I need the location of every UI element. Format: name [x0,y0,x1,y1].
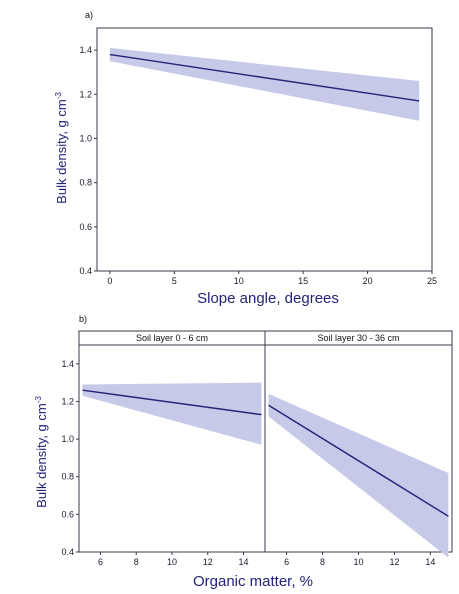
panel-b-y-axis-label-sup: -3 [34,396,43,404]
facet-30-36cm-x-tick-label: 8 [320,557,325,567]
facet-30-36cm-confidence-band [268,393,449,558]
facet-0-6cm-x-tick-label: 12 [203,557,213,567]
facet-0-6cm-x-tick-label: 8 [134,557,139,567]
panel-b-y-tick-label: 1.2 [61,396,74,406]
panel-a-y-tick-label: 0.6 [79,222,92,232]
panel-a-band-area [109,47,420,121]
facet-0-6cm-fit-line [82,389,262,416]
facet-0-6cm-regression-line [82,389,262,416]
panel-b: b) Soil layer 0 - 6 cm 6 8 10 12 14 Soil lay… [34,314,453,590]
panel-a-y-tick-label: 1.2 [79,89,92,99]
panel-a-plot-frame [96,27,433,272]
panel-a-y-tick-label: 1.4 [79,45,92,55]
panel-b-x-axis-label: Organic matter, % [193,573,313,590]
facet-30-36cm-band-area [268,393,449,558]
panel-a: a) 0 5 10 15 20 25 0.4 0.6 0.8 1.0 1.2 1.4 Slope a… [54,10,437,307]
panel-a-y-axis-label-main: Bulk density, g cm [54,99,69,204]
panel-b-facet-30-36cm: Soil layer 30 - 36 cm 6 8 10 12 14 [264,330,453,567]
facet-30-36cm-fit-line [268,404,449,517]
panel-b-y-tick-label: 1.0 [61,434,74,444]
facet-0-6cm-x-ticks: 6 8 10 12 14 [98,552,249,567]
panel-b-y-tick-label: 0.6 [61,509,74,519]
facet-30-36cm-x-tick-label: 14 [425,557,435,567]
panel-a-y-axis-label-sup: -3 [54,92,63,100]
panel-a-x-axis-label: Slope angle, degrees [197,290,339,307]
panel-b-tag: b) [79,314,87,324]
panel-a-x-tick-label: 5 [172,276,177,286]
panel-b-y-axis-label-main: Bulk density, g cm [34,403,49,508]
panel-a-y-tick-label: 0.8 [79,178,92,188]
facet-30-36cm-strip-label: Soil layer 30 - 36 cm [317,333,399,343]
panel-a-x-tick-label: 25 [427,276,437,286]
facet-0-6cm-x-tick-label: 14 [239,557,249,567]
facet-0-6cm-band-area [82,382,262,445]
panel-b-y-tick-label: 1.4 [61,359,74,369]
panel-b-facet-0-6cm: Soil layer 0 - 6 cm 6 8 10 12 14 [78,330,266,567]
facet-30-36cm-x-ticks: 6 8 10 12 14 [284,552,435,567]
facet-30-36cm-x-tick-label: 12 [389,557,399,567]
panel-a-confidence-band [109,47,420,121]
panel-b-y-tick-label: 0.4 [61,547,74,557]
panel-a-regression-line [109,53,420,102]
panel-a-fit-line [109,53,420,102]
panel-a-y-tick-label: 0.4 [79,266,92,276]
panel-a-x-tick-label: 15 [298,276,308,286]
panel-a-x-tick-label: 10 [234,276,244,286]
panel-a-y-ticks: 0.4 0.6 0.8 1.0 1.2 1.4 [79,45,97,276]
panel-a-y-tick-label: 1.0 [79,133,92,143]
panel-a-tag: a) [85,10,93,20]
facet-30-36cm-x-tick-label: 10 [353,557,363,567]
panel-a-x-tick-label: 0 [107,276,112,286]
panel-b-y-axis-label: Bulk density, g cm-3 [34,396,49,508]
panel-a-x-ticks: 0 5 10 15 20 25 [107,271,437,286]
facet-0-6cm-x-tick-label: 10 [167,557,177,567]
panel-a-x-tick-label: 20 [363,276,373,286]
facet-30-36cm-regression-line [268,404,449,517]
facet-0-6cm-x-tick-label: 6 [98,557,103,567]
facet-0-6cm-strip-label: Soil layer 0 - 6 cm [136,333,208,343]
facet-0-6cm-confidence-band [82,382,262,445]
panel-b-y-tick-label: 0.8 [61,472,74,482]
facet-30-36cm-x-tick-label: 6 [284,557,289,567]
panel-a-y-axis-label: Bulk density, g cm-3 [54,92,69,204]
panel-b-y-ticks: 0.4 0.6 0.8 1.0 1.2 1.4 [61,359,79,557]
facet-0-6cm-plot-frame [78,344,266,553]
